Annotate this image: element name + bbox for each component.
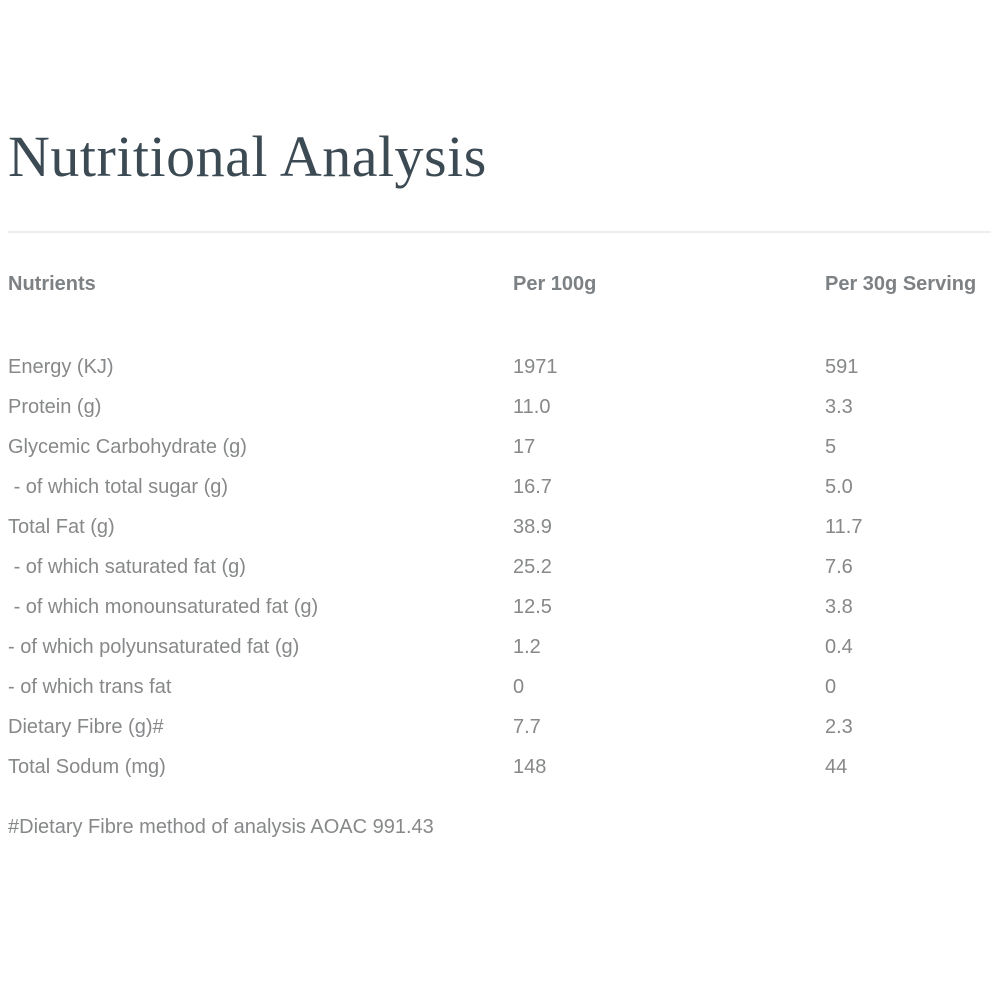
row-value-per-30g: 3.8: [825, 596, 853, 618]
table-row-total-fat: Total Fat (g) 38.9 11.7: [8, 507, 991, 547]
row-value-per-100g: 1971: [513, 356, 558, 378]
row-label: Protein (g): [8, 396, 102, 418]
row-label: - of which trans fat: [8, 676, 172, 698]
row-value-per-30g: 11.7: [825, 516, 863, 538]
row-label: Dietary Fibre (g)#: [8, 716, 164, 738]
page-title: Nutritional Analysis: [8, 124, 487, 189]
row-value-per-100g: 7.7: [513, 716, 541, 738]
dietary-fibre-footnote: #Dietary Fibre method of analysis AOAC 9…: [8, 816, 434, 838]
table-row-energy: Energy (KJ) 1971 591: [8, 347, 991, 387]
table-header-row: Nutrients Per 100g Per 30g Serving: [8, 264, 991, 304]
table-row-dietary-fibre: Dietary Fibre (g)# 7.7 2.3: [8, 707, 991, 747]
row-label: - of which total sugar (g): [8, 476, 229, 498]
row-label: - of which saturated fat (g): [8, 556, 246, 578]
section-divider: [8, 231, 991, 233]
row-value-per-100g: 1.2: [513, 636, 541, 658]
column-header-per-30g-serving: Per 30g Serving: [825, 273, 977, 295]
row-value-per-100g: 16.7: [513, 476, 552, 498]
row-label: Energy (KJ): [8, 356, 114, 378]
row-value-per-100g: 17: [513, 436, 536, 458]
row-value-per-100g: 12.5: [513, 596, 552, 618]
row-value-per-100g: 0: [513, 676, 525, 698]
table-row-saturated-fat: - of which saturated fat (g) 25.2 7.6: [8, 547, 991, 587]
row-value-per-30g: 0.4: [825, 636, 853, 658]
row-value-per-100g: 148: [513, 756, 547, 778]
row-label: - of which monounsaturated fat (g): [8, 596, 319, 618]
row-value-per-30g: 2.3: [825, 716, 853, 738]
row-label: - of which polyunsaturated fat (g): [8, 636, 300, 658]
row-value-per-100g: 38.9: [513, 516, 552, 538]
column-header-per-100g: Per 100g: [513, 273, 597, 295]
row-value-per-100g: 11.0: [513, 396, 551, 418]
row-value-per-30g: 0: [825, 676, 837, 698]
row-value-per-100g: 25.2: [513, 556, 552, 578]
table-row-monounsaturated-fat: - of which monounsaturated fat (g) 12.5 …: [8, 587, 991, 627]
header-body-spacer: [8, 304, 991, 347]
table-row-total-sodium: Total Sodum (mg) 148 44: [8, 747, 991, 787]
table-row-total-sugar: - of which total sugar (g) 16.7 5.0: [8, 467, 991, 507]
column-header-nutrients: Nutrients: [8, 273, 96, 295]
row-label: Total Sodum (mg): [8, 756, 166, 778]
nutrition-table: Nutrients Per 100g Per 30g Serving Energ…: [8, 264, 991, 787]
row-label: Total Fat (g): [8, 516, 115, 538]
row-value-per-30g: 591: [825, 356, 859, 378]
row-label: Glycemic Carbohydrate (g): [8, 436, 247, 458]
table-row-trans-fat: - of which trans fat 0 0: [8, 667, 991, 707]
table-row-glycemic-carbohydrate: Glycemic Carbohydrate (g) 17 5: [8, 427, 991, 467]
row-value-per-30g: 5.0: [825, 476, 853, 498]
row-value-per-30g: 5: [825, 436, 837, 458]
table-row-protein: Protein (g) 11.0 3.3: [8, 387, 991, 427]
row-value-per-30g: 3.3: [825, 396, 853, 418]
table-row-polyunsaturated-fat: - of which polyunsaturated fat (g) 1.2 0…: [8, 627, 991, 667]
row-value-per-30g: 7.6: [825, 556, 853, 578]
row-value-per-30g: 44: [825, 756, 848, 778]
